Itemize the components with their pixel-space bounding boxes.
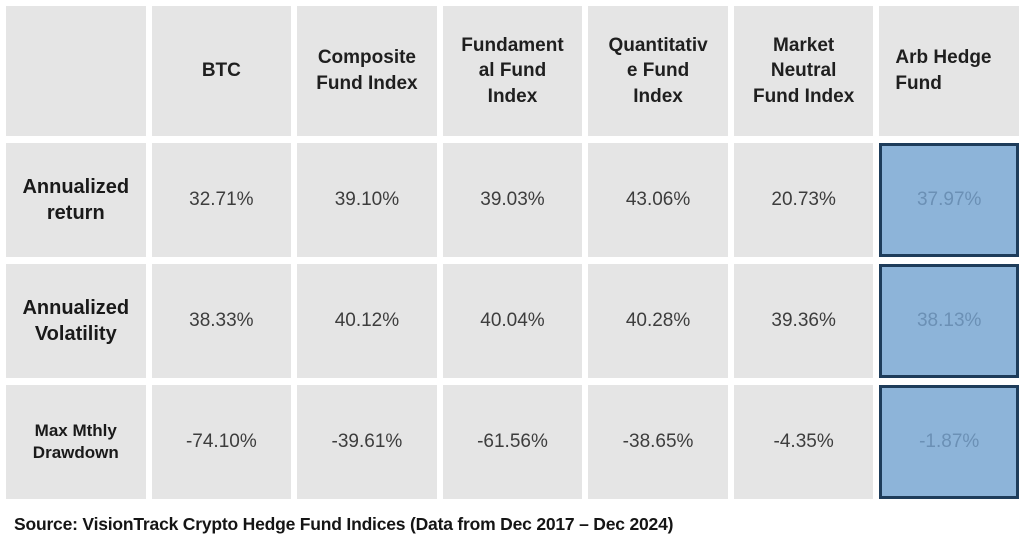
row-label-max-mthly-drawdown: Max Mthly Drawdown	[6, 385, 146, 499]
row-label-annualized-return: Annualized return	[6, 143, 146, 257]
cell-volatility-arb-hedge-highlighted: 38.13%	[879, 264, 1019, 378]
cell-drawdown-market-neutral: -4.35%	[733, 385, 874, 499]
column-header-fundamental-fund-index: Fundament al Fund Index	[442, 6, 583, 136]
cell-return-fundamental: 39.03%	[442, 143, 583, 257]
cell-drawdown-fundamental: -61.56%	[442, 385, 583, 499]
column-header-market-neutral-fund-index: Market Neutral Fund Index	[733, 6, 874, 136]
cell-volatility-market-neutral: 39.36%	[733, 264, 874, 378]
performance-table: BTC Composite Fund Index Fundament al Fu…	[6, 6, 1019, 499]
corner-cell	[6, 6, 146, 136]
cell-volatility-fundamental: 40.04%	[442, 264, 583, 378]
cell-return-arb-hedge-highlighted: 37.97%	[879, 143, 1019, 257]
cell-drawdown-btc: -74.10%	[151, 385, 292, 499]
column-header-composite-fund-index: Composite Fund Index	[297, 6, 437, 136]
cell-return-composite: 39.10%	[297, 143, 437, 257]
column-header-arb-hedge-fund: Arb Hedge Fund	[879, 6, 1019, 136]
column-header-btc: BTC	[151, 6, 292, 136]
column-header-quantitative-fund-index: Quantitativ e Fund Index	[588, 6, 728, 136]
cell-drawdown-composite: -39.61%	[297, 385, 437, 499]
cell-drawdown-arb-hedge-highlighted: -1.87%	[879, 385, 1019, 499]
cell-volatility-btc: 38.33%	[151, 264, 292, 378]
cell-drawdown-quantitative: -38.65%	[588, 385, 728, 499]
cell-volatility-quantitative: 40.28%	[588, 264, 728, 378]
row-label-annualized-volatility: Annualized Volatility	[6, 264, 146, 378]
cell-return-quantitative: 43.06%	[588, 143, 728, 257]
cell-return-btc: 32.71%	[151, 143, 292, 257]
cell-volatility-composite: 40.12%	[297, 264, 437, 378]
cell-return-market-neutral: 20.73%	[733, 143, 874, 257]
source-caption: Source: VisionTrack Crypto Hedge Fund In…	[14, 514, 674, 534]
